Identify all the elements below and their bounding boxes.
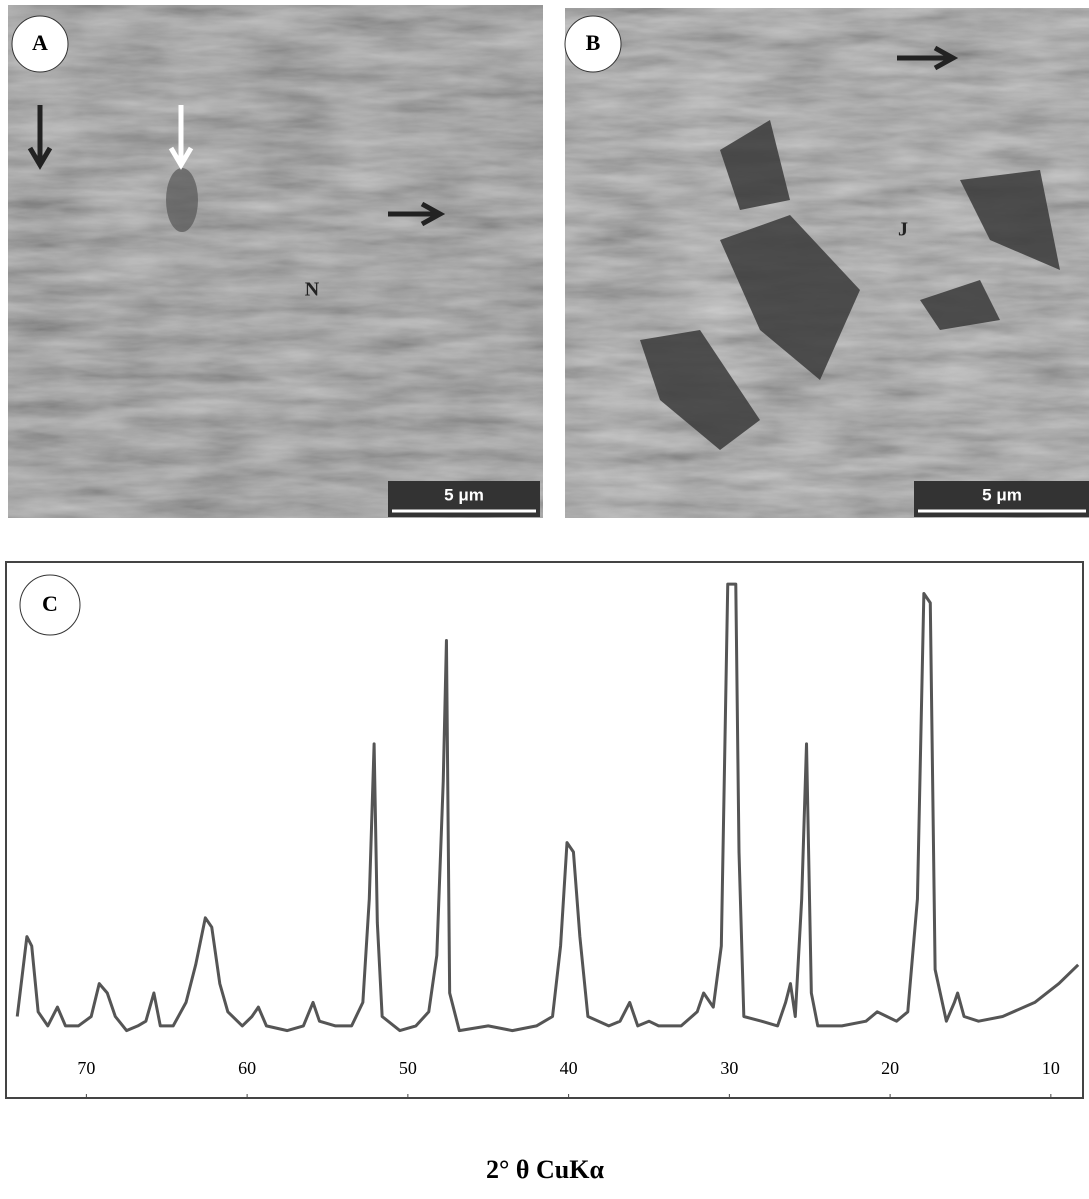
label-circle	[11, 15, 69, 73]
x-tick-label: 10	[1042, 1058, 1060, 1078]
label-circle	[19, 574, 81, 636]
x-axis-label: 2° θ CuKα	[486, 1155, 604, 1184]
arrow	[388, 201, 446, 227]
arrow	[168, 105, 194, 170]
plot: 70 60 50 40 30 20 10	[15, 582, 1080, 1098]
arrow	[27, 105, 53, 170]
panel-label: A	[32, 30, 48, 55]
dark-region	[640, 120, 1060, 450]
panel-label: C	[42, 591, 58, 616]
arrow	[897, 45, 959, 71]
x-tick-label: 20	[881, 1058, 899, 1078]
xrd-line	[15, 582, 1080, 1033]
annotation: J	[898, 219, 908, 241]
chart-frame	[5, 561, 1084, 1099]
label-circle	[564, 15, 622, 73]
x-tick-label: 60	[238, 1058, 256, 1078]
x-tick-label: 30	[720, 1058, 738, 1078]
texture	[8, 5, 543, 518]
x-tick-label: 70	[77, 1058, 95, 1078]
panel-label: B	[586, 30, 601, 55]
scale-label: 5 μm	[982, 485, 1022, 504]
feature	[166, 168, 198, 232]
panel-b: B J 5 μm	[564, 8, 1089, 518]
x-tick-label: 40	[560, 1058, 578, 1078]
x-tick-label: 50	[399, 1058, 417, 1078]
panel-a: A N 5 μm	[8, 5, 543, 518]
scale-label: 5 μm	[444, 485, 484, 504]
annotation: N	[305, 279, 320, 301]
